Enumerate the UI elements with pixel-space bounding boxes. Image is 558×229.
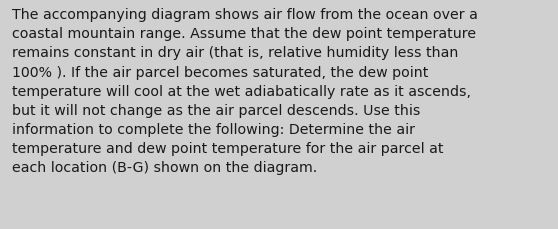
Text: The accompanying diagram shows air flow from the ocean over a
coastal mountain r: The accompanying diagram shows air flow … <box>12 8 478 175</box>
